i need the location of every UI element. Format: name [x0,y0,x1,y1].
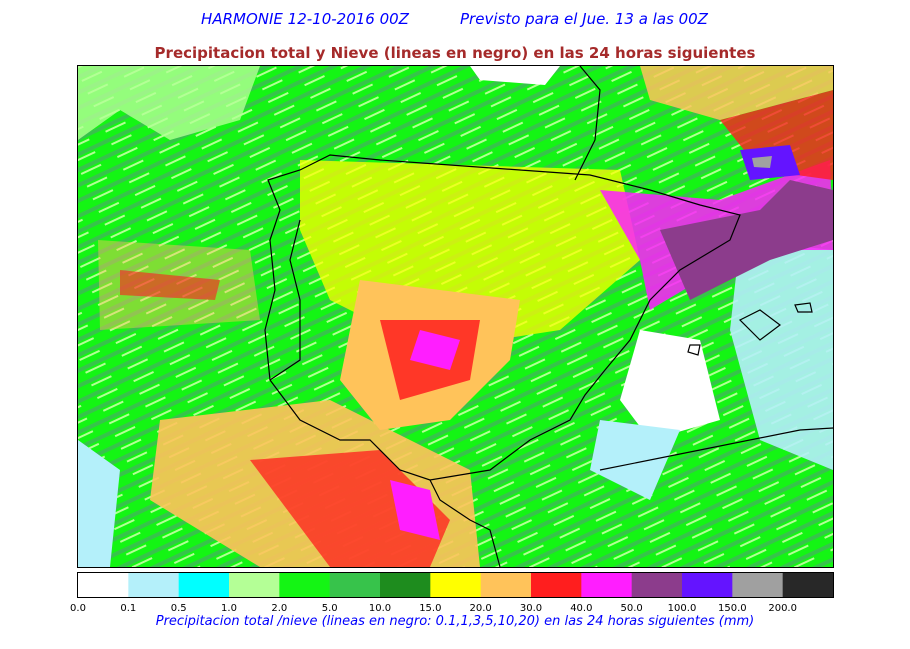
level-label: 200.0 [768,603,797,614]
map-title: Precipitacion total y Nieve (lineas en n… [155,44,756,62]
map-frame [77,65,834,568]
colorbar-swatch [782,573,834,597]
colorbar: 0.0 0.1 0.5 1.0 2.0 5.0 10.0 15.0 20.0 30.0 40.0 50… [70,573,834,614]
precipitation-field [78,66,833,567]
forecast-time: Previsto para el Jue. 13 a las 00Z [460,10,709,28]
colorbar-swatch [631,573,683,597]
colorbar-swatch [78,573,129,597]
level-label: 0.0 [70,603,86,614]
model-run: HARMONIE 12-10-2016 00Z [201,10,410,28]
level-label: 150.0 [718,603,747,614]
level-label: 50.0 [621,603,643,614]
level-label: 40.0 [570,603,592,614]
colorbar-swatch [682,573,733,597]
level-label: 15.0 [419,603,441,614]
colorbar-swatch [531,573,582,597]
colorbar-swatch [380,573,431,597]
level-label: 1.0 [221,603,237,614]
level-label: 5.0 [322,603,338,614]
legend-caption: Precipitacion total /nieve (lineas en ne… [156,614,755,629]
colorbar-swatch [229,573,280,597]
colorbar-swatch [480,573,532,597]
level-label: 20.0 [470,603,492,614]
colorbar-swatch [279,573,330,597]
level-label: 30.0 [520,603,542,614]
colorbar-swatch [430,573,481,597]
colorbar-swatch [581,573,632,597]
coastline [264,65,834,568]
colorbar-swatch [329,573,381,597]
level-label: 0.1 [120,603,136,614]
level-label: 100.0 [668,603,697,614]
level-label: 10.0 [369,603,391,614]
colorbar-frame [77,572,834,598]
colorbar-swatch [178,573,230,597]
level-label: 0.5 [171,603,187,614]
colorbar-swatch [732,573,783,597]
level-label: 2.0 [271,603,287,614]
colorbar-swatch [128,573,179,597]
